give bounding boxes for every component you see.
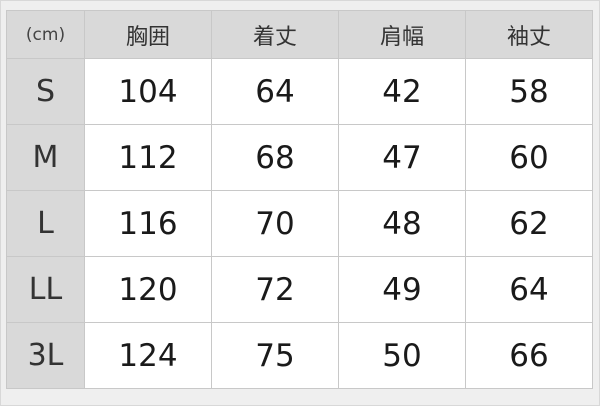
table-cell: 104	[84, 58, 212, 125]
header-sleeve: 袖丈	[465, 10, 593, 59]
table-cell: 49	[338, 256, 466, 323]
table-cell: 64	[211, 58, 339, 125]
table-row: 3L 124 75 50 66	[6, 322, 593, 389]
header-chest: 胸囲	[84, 10, 212, 59]
table-cell: 50	[338, 322, 466, 389]
size-label: LL	[6, 256, 85, 323]
header-length: 着丈	[211, 10, 339, 59]
size-label: S	[6, 58, 85, 125]
table-cell: 124	[84, 322, 212, 389]
table-cell: 70	[211, 190, 339, 257]
table-cell: 42	[338, 58, 466, 125]
size-chart-table: (cm) 胸囲 着丈 肩幅 袖丈 S 104 64 42 58 M 112 68 47 60 L 11…	[6, 10, 593, 389]
table-row: S 104 64 42 58	[6, 58, 593, 125]
unit-label: (cm)	[6, 10, 85, 59]
table-cell: 58	[465, 58, 593, 125]
table-cell: 120	[84, 256, 212, 323]
header-shoulder: 肩幅	[338, 10, 466, 59]
size-label: 3L	[6, 322, 85, 389]
table-cell: 47	[338, 124, 466, 191]
table-row: LL 120 72 49 64	[6, 256, 593, 323]
table-cell: 48	[338, 190, 466, 257]
table-cell: 62	[465, 190, 593, 257]
table-cell: 72	[211, 256, 339, 323]
table-cell: 68	[211, 124, 339, 191]
table-cell: 75	[211, 322, 339, 389]
table-row: L 116 70 48 62	[6, 190, 593, 257]
table-cell: 64	[465, 256, 593, 323]
table-cell: 112	[84, 124, 212, 191]
table-row: M 112 68 47 60	[6, 124, 593, 191]
size-label: L	[6, 190, 85, 257]
header-row: (cm) 胸囲 着丈 肩幅 袖丈	[6, 10, 593, 59]
size-label: M	[6, 124, 85, 191]
table-cell: 60	[465, 124, 593, 191]
table-cell: 66	[465, 322, 593, 389]
table-cell: 116	[84, 190, 212, 257]
